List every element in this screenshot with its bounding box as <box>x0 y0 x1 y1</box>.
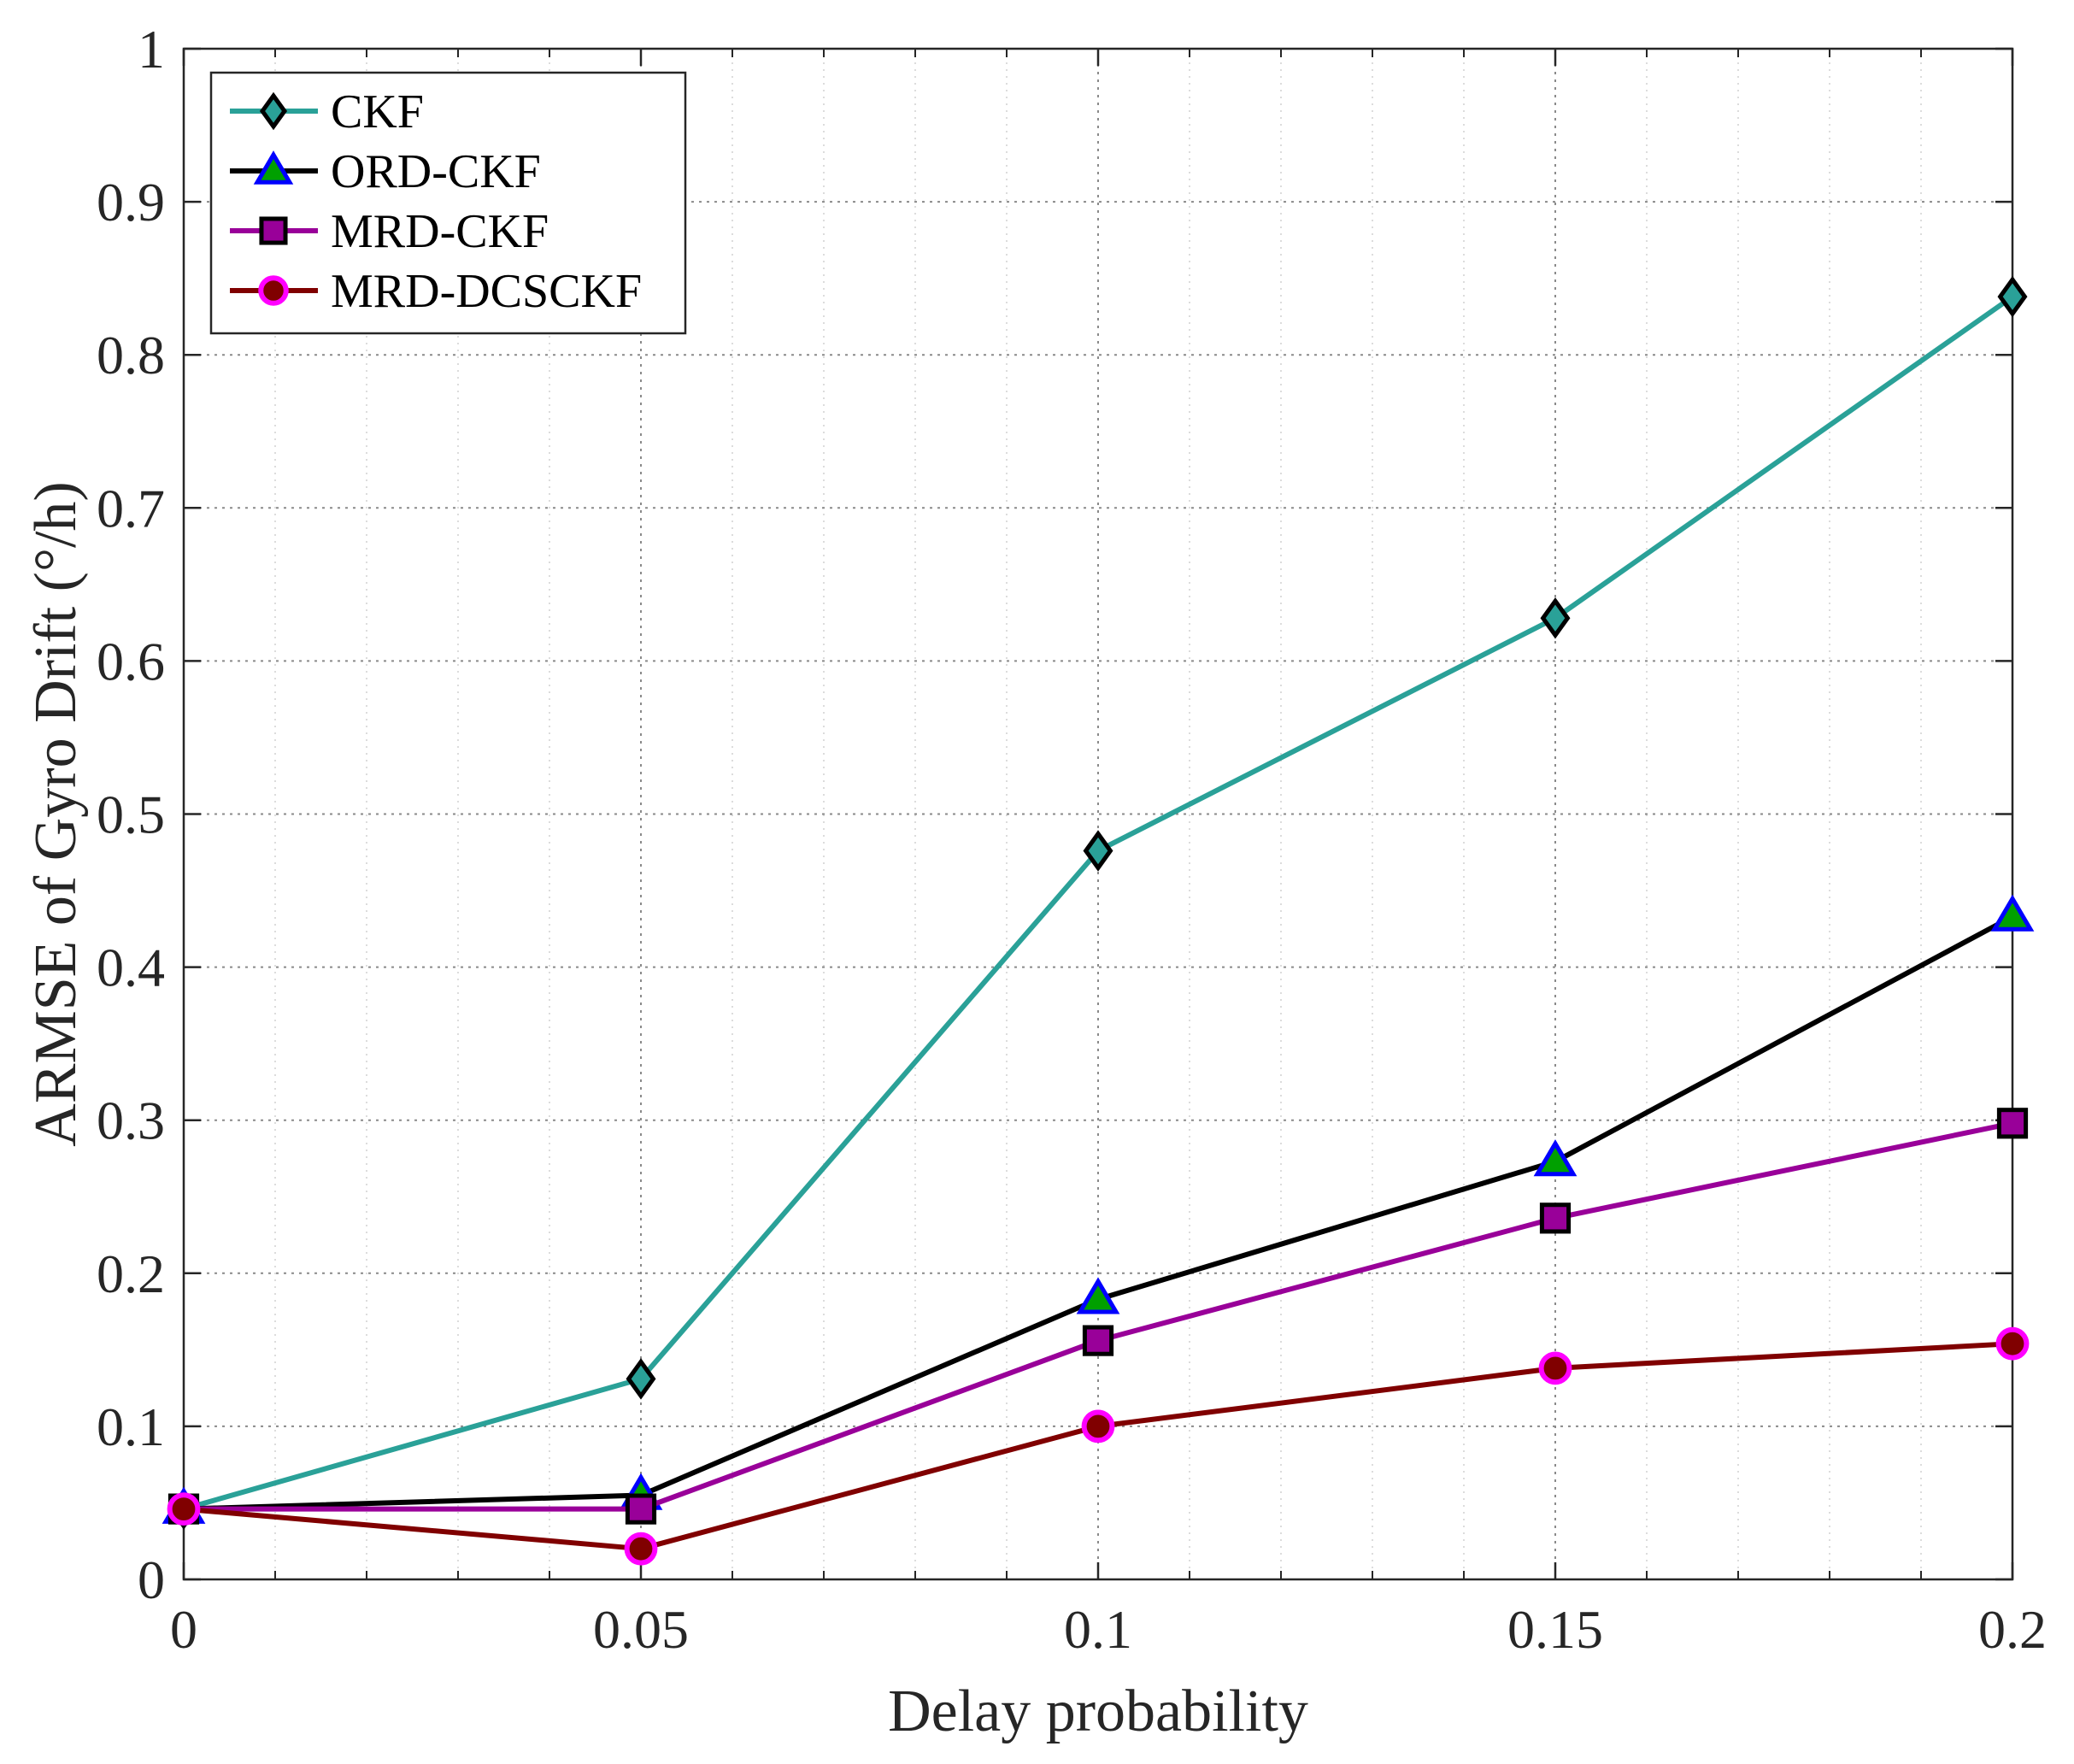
axis-ticks <box>182 47 2014 1581</box>
y-axis-title: ARMSE of Gyro Drift (°/h) <box>23 481 89 1146</box>
y-tick-label: 1 <box>138 19 165 79</box>
y-tick-label: 0.8 <box>97 325 165 385</box>
data-point-marker <box>1083 830 1113 872</box>
y-tick-label: 0.1 <box>97 1396 165 1457</box>
data-point-marker <box>624 1532 658 1566</box>
y-tick-label: 0.2 <box>97 1244 165 1304</box>
data-point-marker <box>1539 1202 1572 1234</box>
legend-marker-sample <box>259 216 288 245</box>
y-tick-label: 0.9 <box>97 172 165 232</box>
legend-label: MRD-DCSCKF <box>331 265 642 318</box>
data-point-marker <box>1995 1326 2030 1361</box>
legend-label: CKF <box>331 85 424 138</box>
series-mrd-dcsckf <box>167 1326 2030 1566</box>
data-point-marker <box>1538 1351 1572 1385</box>
x-tick-label: 0 <box>170 1599 197 1660</box>
legend-label: MRD-CKF <box>331 205 549 258</box>
legend-item: MRD-DCSCKF <box>230 265 642 318</box>
legend-marker-sample <box>258 275 289 306</box>
y-tick-label: 0 <box>138 1549 165 1610</box>
legend-label: ORD-CKF <box>331 145 541 198</box>
data-point-marker <box>625 1493 657 1525</box>
y-tick-label: 0.5 <box>97 785 165 845</box>
data-point-marker <box>1082 1325 1114 1356</box>
legend-item: ORD-CKF <box>230 145 541 198</box>
data-point-marker <box>1533 1139 1578 1177</box>
data-point-marker <box>1081 1409 1115 1444</box>
y-tick-label: 0.4 <box>97 938 165 998</box>
legend-marker-sample <box>259 91 288 131</box>
data-series <box>162 275 2035 1566</box>
y-axis-tick-labels: 0 0.1 0.2 0.3 0.4 0.5 0.6 0.7 0.8 0.9 1 <box>97 19 165 1610</box>
data-point-marker <box>1997 275 2028 318</box>
data-point-marker <box>626 1358 656 1400</box>
data-point-marker <box>1996 1108 2029 1139</box>
legend-item: MRD-CKF <box>230 205 549 258</box>
x-axis-tick-labels: 0 0.05 0.1 0.15 0.2 <box>170 1599 2047 1660</box>
y-tick-label: 0.6 <box>97 631 165 691</box>
data-point-marker <box>1990 894 2035 932</box>
x-tick-label: 0.15 <box>1507 1599 1603 1660</box>
x-tick-label: 0.05 <box>593 1599 689 1660</box>
y-tick-label: 0.7 <box>97 478 165 538</box>
data-point-marker <box>167 1492 201 1526</box>
legend-marker-sample <box>253 150 294 185</box>
x-tick-label: 0.1 <box>1064 1599 1132 1660</box>
y-tick-label: 0.3 <box>97 1091 165 1151</box>
x-tick-label: 0.2 <box>1978 1599 2047 1660</box>
data-point-marker <box>1076 1277 1120 1314</box>
legend: CKF ORD-CKF MRD-CKF MRD-DCSCKF <box>209 71 687 335</box>
x-axis-title: Delay probability <box>888 1679 1308 1744</box>
legend-item: CKF <box>230 85 424 138</box>
data-point-marker <box>1540 597 1571 639</box>
